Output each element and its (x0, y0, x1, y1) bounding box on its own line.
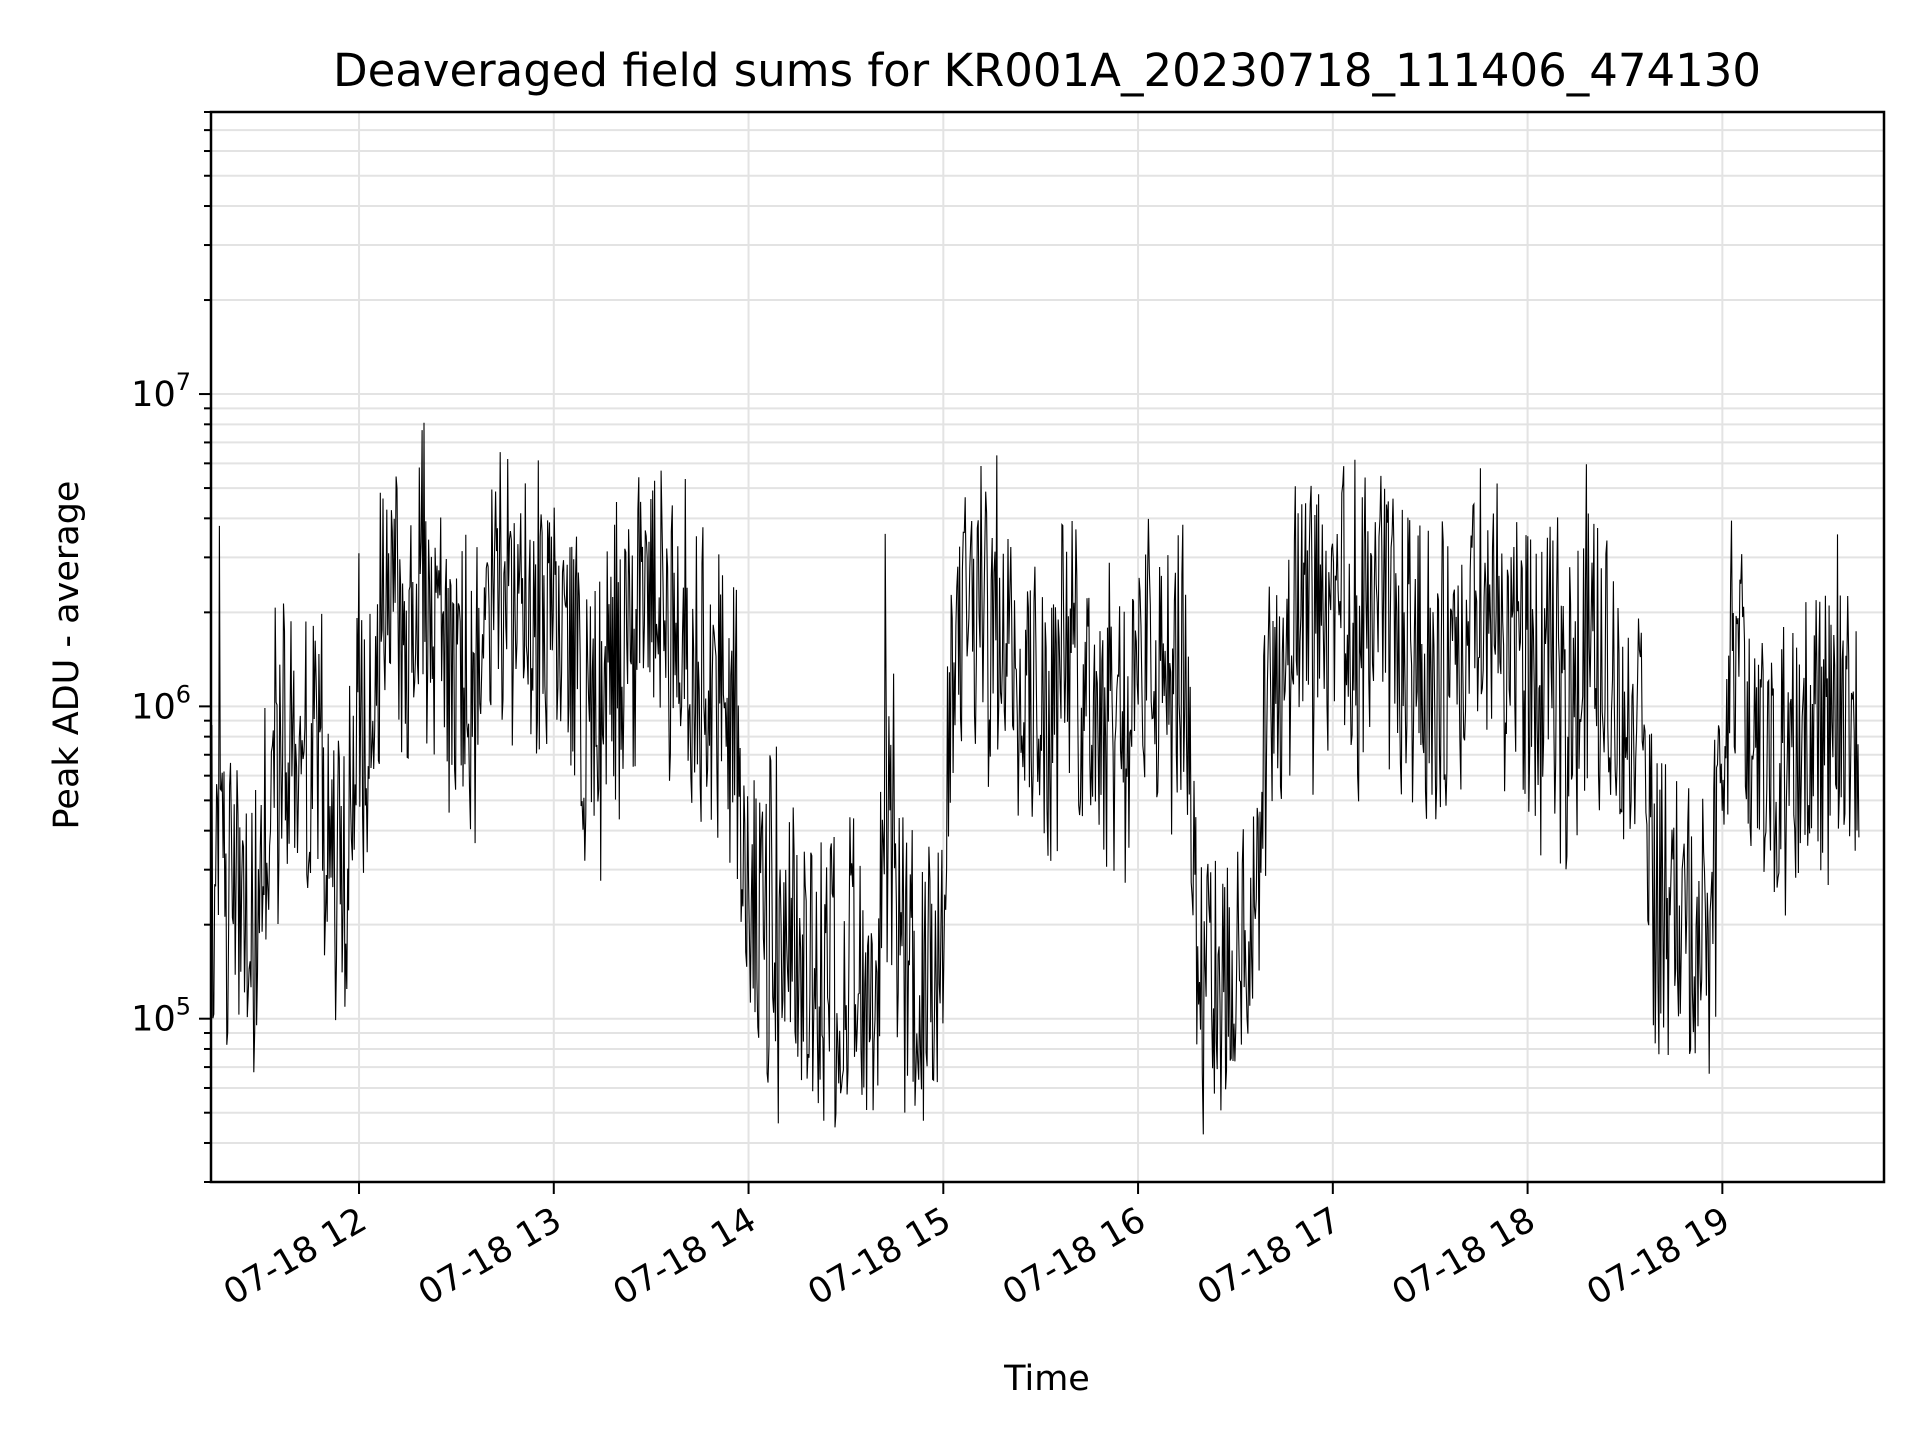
y-tick-label: 105 (131, 993, 191, 1040)
grid (211, 111, 1884, 1183)
x-tick-label: 07-18 14 (607, 1200, 763, 1313)
x-axis: 07-18 12 07-18 13 07-18 14 07-18 15 07-18 16… (217, 1182, 1737, 1313)
x-tick-label: 07-18 19 (1581, 1200, 1737, 1313)
x-axis-label: Time (1003, 1359, 1090, 1399)
y-axis-label: Peak ADU - average (47, 481, 87, 830)
chart-title: Deaveraged field sums for KR001A_2023071… (333, 44, 1761, 97)
x-tick-label: 07-18 16 (996, 1200, 1152, 1313)
x-tick-label: 07-18 13 (412, 1200, 568, 1313)
x-tick-label: 07-18 17 (1191, 1200, 1347, 1313)
series-line (210, 422, 1860, 1135)
x-tick-label: 07-18 18 (1386, 1200, 1542, 1313)
plot-frame (209, 110, 1886, 1184)
y-tick-label: 106 (131, 680, 191, 727)
x-tick-label: 07-18 15 (802, 1200, 958, 1313)
x-tick-label: 07-18 12 (217, 1200, 373, 1313)
y-axis: 105 106 107 (131, 111, 211, 1183)
y-tick-label: 107 (131, 368, 191, 415)
